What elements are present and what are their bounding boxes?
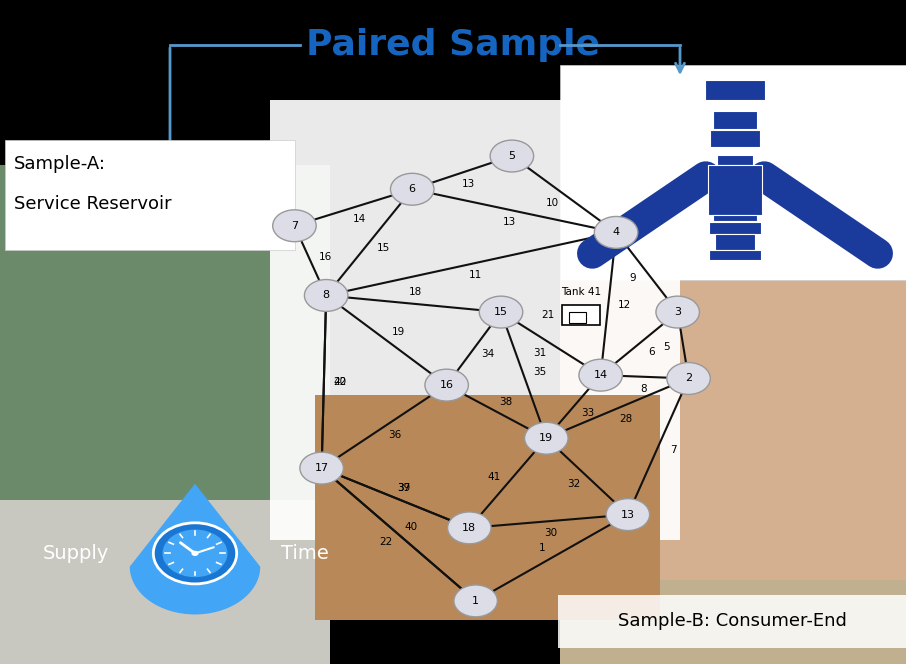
FancyBboxPatch shape	[270, 100, 680, 540]
Text: 20: 20	[333, 377, 347, 387]
Text: Supply: Supply	[43, 544, 109, 563]
FancyBboxPatch shape	[560, 65, 906, 280]
Text: 34: 34	[481, 349, 495, 359]
Text: 18: 18	[462, 523, 477, 533]
Text: 19: 19	[391, 327, 405, 337]
Text: 13: 13	[462, 179, 476, 189]
Circle shape	[191, 550, 198, 556]
Text: 9: 9	[630, 273, 636, 283]
Circle shape	[153, 523, 236, 584]
Circle shape	[656, 296, 699, 328]
Text: 1: 1	[472, 596, 479, 606]
FancyBboxPatch shape	[713, 214, 757, 222]
Text: 8: 8	[641, 384, 647, 394]
FancyBboxPatch shape	[315, 395, 660, 620]
FancyBboxPatch shape	[0, 165, 330, 500]
FancyArrowPatch shape	[593, 177, 706, 254]
Text: 17: 17	[314, 463, 329, 473]
Text: 13: 13	[621, 509, 635, 520]
Text: 42: 42	[333, 377, 347, 387]
Text: 14: 14	[353, 214, 366, 224]
Text: 19: 19	[539, 433, 554, 444]
Circle shape	[525, 422, 568, 454]
FancyBboxPatch shape	[560, 580, 906, 664]
Circle shape	[273, 210, 316, 242]
Text: 30: 30	[544, 528, 557, 538]
Circle shape	[162, 529, 227, 577]
Text: 41: 41	[487, 471, 501, 481]
Circle shape	[454, 585, 497, 617]
Text: 5: 5	[663, 342, 670, 352]
Circle shape	[606, 499, 650, 531]
FancyBboxPatch shape	[710, 129, 760, 147]
Text: 8: 8	[323, 290, 330, 301]
Text: 22: 22	[380, 537, 393, 547]
FancyBboxPatch shape	[715, 234, 755, 250]
Text: 16: 16	[439, 380, 454, 390]
Text: 4: 4	[612, 227, 620, 238]
Text: 1: 1	[538, 543, 545, 553]
Text: 5: 5	[508, 151, 516, 161]
FancyBboxPatch shape	[708, 165, 762, 215]
Polygon shape	[130, 483, 260, 614]
Circle shape	[425, 369, 468, 401]
Text: Tank 41: Tank 41	[561, 288, 601, 297]
Text: Time: Time	[281, 544, 329, 563]
Text: Sample-A:: Sample-A:	[14, 155, 106, 173]
Text: 2: 2	[685, 373, 692, 384]
Text: 7: 7	[291, 220, 298, 231]
Text: 7: 7	[670, 446, 677, 456]
FancyBboxPatch shape	[709, 222, 761, 234]
Circle shape	[448, 512, 491, 544]
Text: 35: 35	[533, 367, 546, 377]
FancyBboxPatch shape	[0, 500, 330, 664]
FancyBboxPatch shape	[705, 80, 765, 100]
Text: Paired Sample: Paired Sample	[306, 28, 600, 62]
Text: 21: 21	[541, 310, 554, 321]
Circle shape	[390, 173, 434, 205]
Text: 15: 15	[494, 307, 508, 317]
FancyBboxPatch shape	[560, 280, 906, 580]
Circle shape	[490, 140, 534, 172]
FancyBboxPatch shape	[558, 595, 906, 648]
FancyBboxPatch shape	[709, 250, 761, 260]
Text: 38: 38	[499, 397, 513, 407]
Text: 39: 39	[397, 483, 410, 493]
FancyBboxPatch shape	[713, 111, 757, 129]
Text: 31: 31	[534, 348, 547, 358]
Text: 18: 18	[409, 287, 422, 297]
Text: 32: 32	[568, 479, 581, 489]
Circle shape	[594, 216, 638, 248]
Text: 16: 16	[319, 252, 333, 262]
Text: Sample-B: Consumer-End: Sample-B: Consumer-End	[618, 612, 846, 631]
FancyBboxPatch shape	[5, 140, 295, 250]
Text: 6: 6	[409, 184, 416, 195]
Text: Service Reservoir: Service Reservoir	[14, 195, 171, 213]
Text: 40: 40	[404, 522, 418, 532]
FancyBboxPatch shape	[717, 155, 753, 165]
Circle shape	[579, 359, 622, 391]
Text: 14: 14	[593, 370, 608, 380]
Text: 10: 10	[546, 198, 559, 208]
FancyArrowPatch shape	[765, 177, 878, 254]
Circle shape	[667, 363, 710, 394]
Text: 15: 15	[377, 244, 390, 254]
Text: 13: 13	[503, 217, 516, 227]
FancyBboxPatch shape	[562, 305, 600, 325]
Text: 3: 3	[674, 307, 681, 317]
Text: 37: 37	[397, 483, 410, 493]
Text: 11: 11	[469, 270, 482, 280]
Text: 6: 6	[648, 347, 655, 357]
Text: 12: 12	[618, 299, 631, 309]
Text: 28: 28	[619, 414, 632, 424]
Circle shape	[300, 452, 343, 484]
FancyBboxPatch shape	[569, 312, 586, 323]
Text: 36: 36	[389, 430, 401, 440]
Text: 33: 33	[581, 408, 594, 418]
Circle shape	[304, 280, 348, 311]
Circle shape	[479, 296, 523, 328]
